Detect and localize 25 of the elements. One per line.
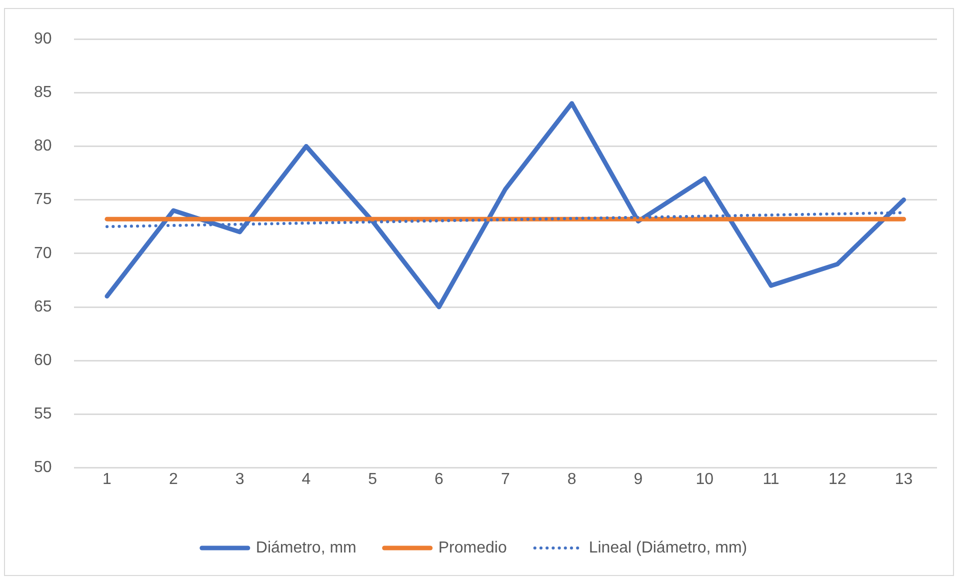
x-tick-label: 5 <box>368 470 378 488</box>
x-tick-label: 2 <box>168 470 178 488</box>
legend-label: Promedio <box>438 539 507 556</box>
x-tick-label: 12 <box>828 470 846 488</box>
y-tick-label: 80 <box>34 138 52 155</box>
y-tick-label: 70 <box>34 244 52 262</box>
x-tick-label: 3 <box>235 470 244 488</box>
x-tick-label: 6 <box>434 470 444 488</box>
y-tick-label: 85 <box>34 84 52 102</box>
x-tick-label: 4 <box>302 470 311 488</box>
y-tick-label: 75 <box>34 191 52 208</box>
x-tick-label: 1 <box>102 470 112 488</box>
y-tick-label: 65 <box>34 298 52 316</box>
x-tick-label: 13 <box>894 470 913 488</box>
y-tick-label: 90 <box>34 30 52 48</box>
x-tick-label: 11 <box>762 470 780 488</box>
legend-label: Lineal (Diámetro, mm) <box>588 539 748 556</box>
legend-label: Diámetro, mm <box>256 539 356 556</box>
x-tick-label: 7 <box>500 470 510 488</box>
x-tick-label: 9 <box>634 470 643 488</box>
x-tick-label: 10 <box>696 470 714 488</box>
x-tick-label: 8 <box>567 470 576 488</box>
y-tick-label: 50 <box>34 459 52 476</box>
y-tick-label: 55 <box>34 406 52 423</box>
y-tick-label: 60 <box>34 352 52 370</box>
